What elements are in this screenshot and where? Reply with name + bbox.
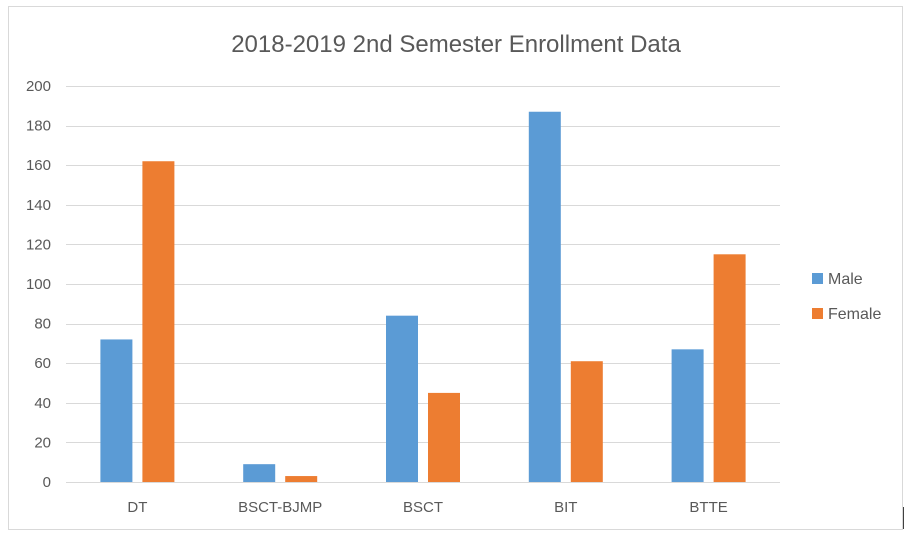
y-tick-label: 180	[26, 118, 51, 135]
x-tick-label: BSCT-BJMP	[238, 499, 322, 516]
legend-swatch-male	[812, 273, 823, 284]
y-tick-label: 200	[26, 78, 51, 95]
bar-male-dt	[100, 339, 133, 482]
y-tick-label: 160	[26, 157, 51, 174]
bar-male-bsct	[386, 315, 418, 482]
x-tick-label: BTTE	[689, 499, 727, 516]
y-tick-label: 0	[43, 474, 51, 491]
x-tick-label: BSCT	[403, 499, 443, 516]
gridlines	[66, 86, 780, 443]
bars	[100, 111, 746, 483]
bar-male-btte	[671, 349, 704, 482]
bar-female-bsct-bjmp	[285, 476, 318, 482]
y-tick-label: 40	[34, 395, 51, 412]
y-tick-label: 60	[34, 355, 51, 372]
legend-swatch-female	[812, 308, 823, 319]
legend-label-male: Male	[828, 271, 863, 288]
chart-title: 2018-2019 2nd Semester Enrollment Data	[231, 31, 681, 58]
y-tick-label: 120	[26, 236, 51, 253]
y-tick-label: 20	[34, 434, 51, 451]
y-tick-label: 100	[26, 276, 51, 293]
bar-female-btte	[713, 254, 746, 482]
x-tick-label: BIT	[554, 499, 577, 516]
y-tick-label: 80	[34, 316, 51, 333]
axes: 0 20 40 60 80 100 120 140 160 180 200 DT BSCT-BJMP BS…	[26, 78, 780, 516]
bar-female-bit	[570, 361, 603, 482]
bar-male-bsct-bjmp	[243, 464, 276, 482]
edge-mark	[903, 507, 904, 529]
bar-female-dt	[142, 161, 175, 483]
y-tick-label: 140	[26, 197, 51, 214]
legend-label-female: Female	[828, 306, 881, 323]
bar-female-bsct	[428, 392, 460, 482]
x-tick-label: DT	[127, 499, 147, 516]
bar-male-bit	[528, 111, 561, 483]
legend: Male Female	[812, 271, 881, 323]
